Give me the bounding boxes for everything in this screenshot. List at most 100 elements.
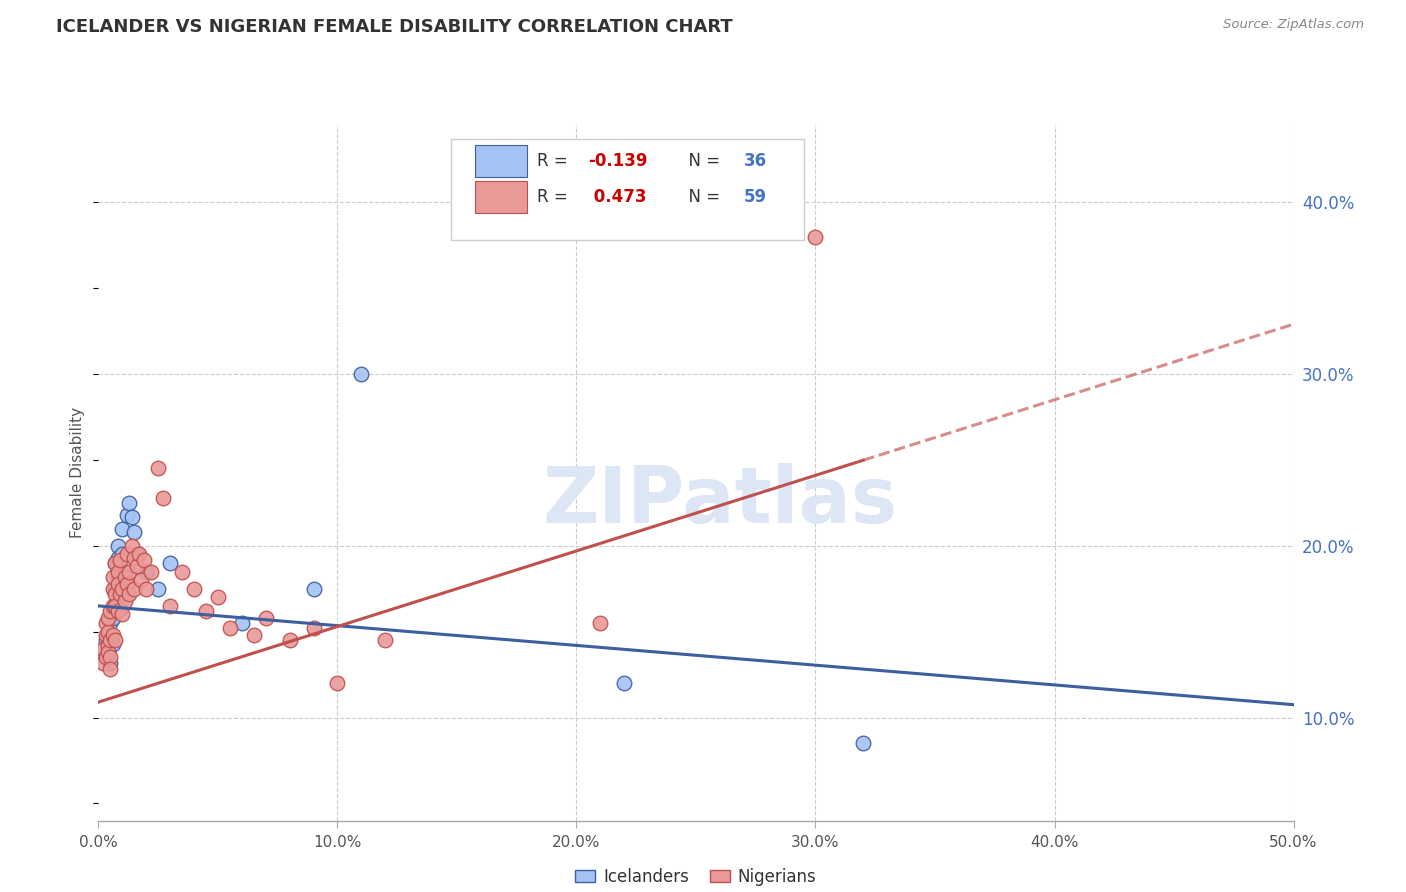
- Point: [97, 645, 120, 659]
- Point: [121, 509, 143, 524]
- Text: R =: R =: [537, 152, 574, 170]
- Point: [91, 641, 114, 656]
- Text: -0.139: -0.139: [588, 152, 648, 170]
- Point: [97, 639, 120, 653]
- Point: [114, 565, 136, 579]
- Point: [98, 633, 122, 648]
- Point: [243, 628, 266, 642]
- Point: [98, 628, 122, 642]
- Point: [115, 547, 138, 561]
- Point: [135, 582, 157, 596]
- Point: [111, 582, 134, 596]
- Point: [302, 582, 325, 596]
- Point: [124, 524, 146, 539]
- Point: [114, 593, 136, 607]
- Point: [97, 611, 120, 625]
- Point: [107, 565, 129, 579]
- Point: [125, 547, 148, 561]
- Point: [219, 621, 242, 635]
- Point: [121, 539, 143, 553]
- Point: [91, 641, 114, 656]
- Point: [350, 367, 373, 381]
- Point: [159, 599, 181, 613]
- Point: [101, 570, 124, 584]
- Point: [589, 616, 612, 631]
- Point: [108, 552, 131, 566]
- Point: [104, 582, 127, 596]
- Point: [114, 570, 136, 584]
- Point: [101, 637, 124, 651]
- Point: [111, 547, 134, 561]
- Text: Source: ZipAtlas.com: Source: ZipAtlas.com: [1223, 18, 1364, 31]
- Point: [107, 550, 129, 565]
- Y-axis label: Female Disability: Female Disability: [70, 407, 86, 539]
- Point: [94, 616, 117, 631]
- Text: N =: N =: [678, 152, 725, 170]
- Point: [94, 650, 117, 665]
- FancyBboxPatch shape: [451, 139, 804, 240]
- Point: [128, 547, 150, 561]
- Point: [194, 604, 218, 618]
- Text: N =: N =: [678, 188, 725, 206]
- Point: [104, 633, 127, 648]
- Point: [108, 587, 131, 601]
- Point: [152, 491, 174, 505]
- Point: [101, 607, 124, 622]
- Point: [94, 628, 117, 642]
- Point: [132, 552, 155, 566]
- Point: [104, 556, 127, 570]
- Text: ICELANDER VS NIGERIAN FEMALE DISABILITY CORRELATION CHART: ICELANDER VS NIGERIAN FEMALE DISABILITY …: [56, 18, 733, 36]
- Point: [104, 587, 127, 601]
- Point: [118, 587, 141, 601]
- Point: [111, 522, 134, 536]
- Point: [374, 633, 396, 648]
- Point: [104, 599, 127, 613]
- Point: [139, 565, 162, 579]
- Point: [98, 616, 122, 631]
- Point: [302, 621, 325, 635]
- Point: [125, 559, 148, 574]
- Point: [108, 587, 131, 601]
- Point: [118, 496, 141, 510]
- Point: [148, 461, 170, 475]
- Point: [107, 576, 129, 591]
- Point: [101, 628, 124, 642]
- Point: [97, 645, 120, 659]
- Point: [115, 508, 138, 522]
- Point: [98, 663, 122, 677]
- Point: [97, 624, 120, 639]
- Point: [804, 229, 827, 244]
- Point: [91, 656, 114, 670]
- Point: [101, 611, 124, 625]
- Point: [231, 616, 253, 631]
- Point: [148, 582, 170, 596]
- Point: [124, 582, 146, 596]
- Point: [852, 736, 875, 750]
- Point: [135, 565, 157, 579]
- Text: ZIPatlas: ZIPatlas: [543, 463, 897, 539]
- Point: [107, 539, 129, 553]
- Text: 59: 59: [744, 188, 766, 206]
- Text: 0.473: 0.473: [588, 188, 647, 206]
- Point: [98, 604, 122, 618]
- Text: R =: R =: [537, 188, 574, 206]
- Point: [94, 633, 117, 648]
- Point: [101, 582, 124, 596]
- Point: [124, 550, 146, 565]
- Point: [98, 650, 122, 665]
- FancyBboxPatch shape: [475, 145, 527, 177]
- Point: [613, 676, 636, 690]
- Point: [254, 611, 277, 625]
- Point: [98, 656, 122, 670]
- Point: [107, 570, 129, 584]
- Point: [131, 573, 153, 587]
- Point: [108, 602, 131, 616]
- Point: [94, 650, 117, 665]
- Point: [278, 633, 301, 648]
- FancyBboxPatch shape: [475, 181, 527, 213]
- Point: [115, 576, 138, 591]
- Point: [104, 556, 127, 570]
- Point: [159, 556, 181, 570]
- Point: [111, 607, 134, 622]
- Point: [118, 565, 141, 579]
